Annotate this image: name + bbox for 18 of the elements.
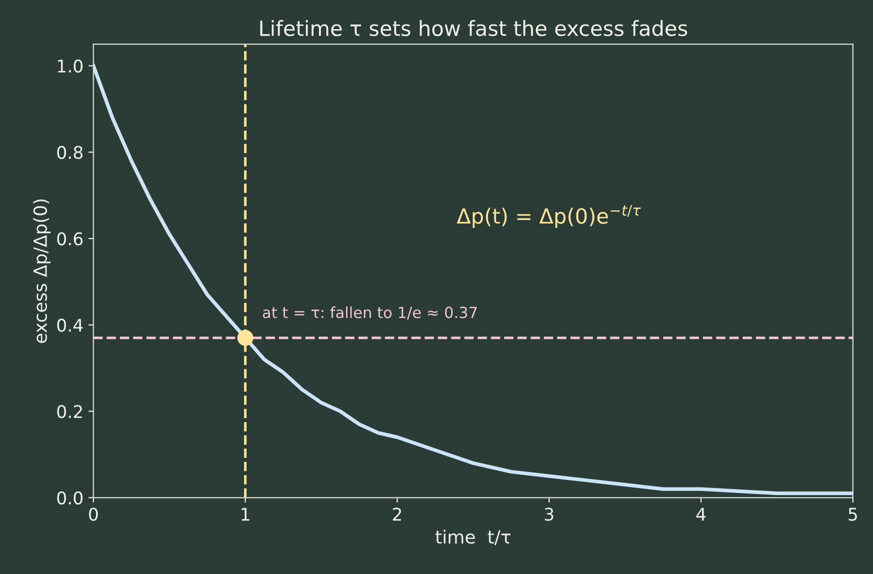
y-tick-label: 0.0 [57, 491, 83, 504]
x-axis-title: time t/τ [436, 530, 510, 546]
line-series [93, 64, 853, 496]
y-tick-label: 0.4 [57, 318, 83, 332]
y-axis-title: excess Δp/Δp(0) [33, 199, 51, 343]
y-tick-label: 0.2 [57, 404, 82, 418]
x-tick-label: 4 [696, 508, 706, 521]
annotation: at t = τ: fallen to 1/e ≈ 0.37 [262, 306, 477, 320]
y-tick-label: 1.0 [58, 60, 83, 73]
x-tick-label: 0 [89, 508, 98, 521]
x-tick-label: 3 [544, 508, 554, 521]
y-tick-label: 0.6 [57, 232, 83, 246]
x-tick-label: 1 [242, 508, 250, 521]
y-tick-label: 0.8 [57, 146, 82, 160]
annotation: Δp(t) = Δp(0)e$^{−t/τ}$ [456, 204, 641, 228]
chart-title: Lifetime τ sets how fast the excess fades [260, 20, 688, 36]
x-tick-label: 2 [392, 508, 401, 521]
x-tick-label: 5 [848, 508, 857, 521]
